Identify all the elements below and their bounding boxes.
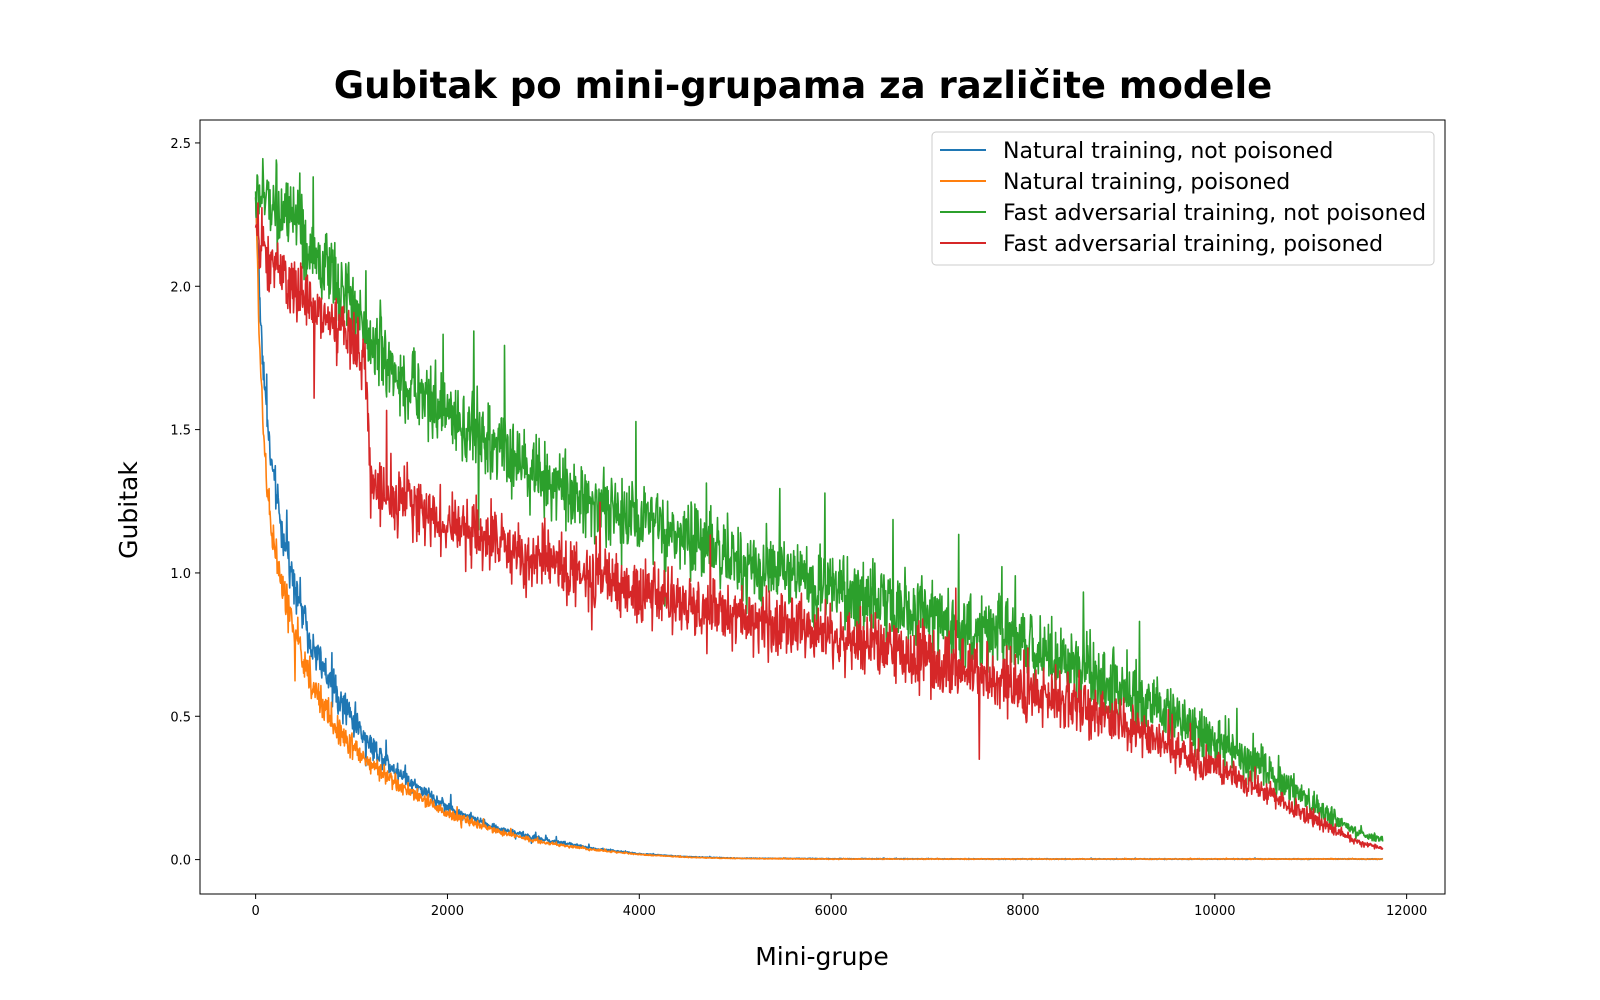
x-tick-label: 12000 — [1386, 904, 1427, 919]
legend-label: Natural training, not poisoned — [1003, 139, 1333, 164]
y-tick-label: 2.0 — [170, 280, 191, 295]
plot-frame — [199, 119, 1446, 895]
chart-title: Gubitak po mini-grupama za različite mod… — [334, 64, 1272, 107]
legend-label: Natural training, poisoned — [1003, 170, 1290, 195]
legend-label: Fast adversarial training, not poisoned — [1003, 201, 1426, 226]
y-tick-label: 0.0 — [170, 854, 191, 869]
y-tick-label: 1.0 — [170, 567, 191, 582]
y-tick-label: 0.5 — [170, 710, 191, 725]
x-axis-ticks: 0 2000 4000 6000 8000 10000 12000 — [251, 894, 1427, 919]
legend: Natural training, not poisoned Natural tr… — [931, 131, 1435, 266]
x-tick-label: 8000 — [1006, 904, 1039, 919]
series-layer — [254, 157, 1384, 861]
x-tick-label: 6000 — [815, 904, 848, 919]
series-line-3 — [254, 202, 1384, 850]
y-axis-ticks: 0.0 0.5 1.0 1.5 2.0 2.5 — [170, 137, 200, 869]
legend-label: Fast adversarial training, poisoned — [1003, 232, 1383, 257]
x-tick-label: 2000 — [431, 904, 464, 919]
x-tick-label: 0 — [251, 904, 259, 919]
series-line-2 — [254, 157, 1384, 842]
y-tick-label: 1.5 — [170, 424, 191, 439]
x-tick-label: 10000 — [1194, 904, 1235, 919]
series-line-1 — [254, 197, 1384, 861]
legend-box — [931, 131, 1435, 266]
y-axis-label: Gubitak — [114, 461, 143, 559]
x-axis-label: Mini-grupe — [755, 942, 889, 971]
x-tick-label: 4000 — [623, 904, 656, 919]
y-tick-label: 2.5 — [170, 137, 191, 152]
